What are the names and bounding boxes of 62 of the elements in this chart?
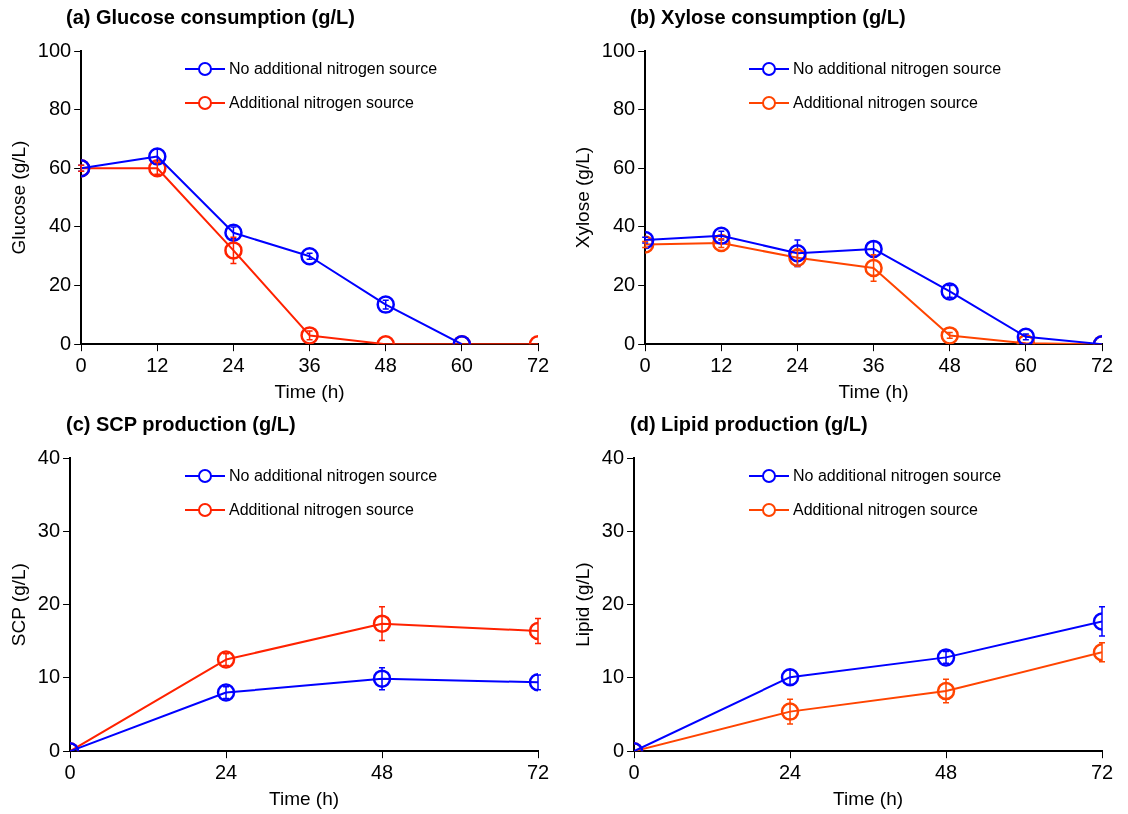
- y-tick-label: 20: [48, 273, 72, 296]
- x-tick-label: 48: [934, 760, 958, 783]
- y-tick-label: 20: [601, 592, 625, 615]
- legend-label: No additional nitrogen source: [229, 60, 438, 78]
- y-tick-label: 100: [37, 38, 72, 61]
- y-tick-label: 20: [37, 592, 61, 615]
- y-tick-label: 60: [612, 155, 636, 178]
- y-tick-label: 100: [601, 38, 636, 61]
- x-axis-title: Time (h): [833, 787, 904, 809]
- y-tick-label: 0: [612, 738, 625, 761]
- x-tick-label: 48: [374, 353, 397, 376]
- y-tick-label: 0: [48, 738, 61, 761]
- y-tick-label: 40: [612, 214, 636, 237]
- x-tick-label: 12: [146, 353, 169, 376]
- legend-label: No additional nitrogen source: [793, 60, 1002, 78]
- x-tick-label: 72: [1090, 353, 1114, 376]
- y-tick-label: 40: [48, 214, 72, 237]
- legend-label: Additional nitrogen source: [229, 501, 415, 519]
- legend-label: No additional nitrogen source: [793, 467, 1002, 485]
- y-tick-label: 30: [37, 518, 61, 541]
- x-tick-label: 24: [786, 353, 809, 376]
- x-tick-label: 0: [639, 353, 651, 376]
- legend-label: Additional nitrogen source: [229, 94, 415, 112]
- legend-label: Additional nitrogen source: [793, 501, 979, 519]
- x-tick-label: 36: [862, 353, 885, 376]
- chart-title: (a) Glucose consumption (g/L): [66, 6, 355, 29]
- x-tick-label: 24: [222, 353, 245, 376]
- x-tick-label: 0: [75, 353, 87, 376]
- x-axis-title: Time (h): [274, 380, 345, 402]
- y-tick-label: 0: [60, 331, 72, 354]
- chart-title: (b) Xylose consumption (g/L): [630, 6, 906, 29]
- y-axis-title: Xylose (g/L): [571, 146, 593, 249]
- y-tick-label: 80: [48, 97, 72, 120]
- x-tick-label: 12: [710, 353, 733, 376]
- y-tick-label: 0: [624, 331, 636, 354]
- x-axis-title: Time (h): [269, 787, 340, 809]
- x-tick-label: 60: [1014, 353, 1037, 376]
- x-tick-label: 48: [938, 353, 961, 376]
- y-tick-label: 10: [601, 665, 625, 688]
- y-tick-label: 30: [601, 518, 625, 541]
- chart-title: (d) Lipid production (g/L): [630, 413, 868, 436]
- x-tick-label: 72: [1090, 760, 1114, 783]
- y-tick-label: 20: [612, 273, 636, 296]
- x-tick-label: 60: [450, 353, 473, 376]
- y-tick-label: 40: [37, 445, 61, 468]
- y-tick-label: 40: [601, 445, 625, 468]
- x-tick-label: 72: [526, 353, 550, 376]
- y-tick-label: 60: [48, 155, 72, 178]
- legend-label: Additional nitrogen source: [793, 94, 979, 112]
- legend-label: No additional nitrogen source: [229, 467, 438, 485]
- x-tick-label: 24: [778, 760, 802, 783]
- x-tick-label: 48: [370, 760, 394, 783]
- y-axis-title: Lipid (g/L): [571, 562, 593, 647]
- y-tick-label: 10: [37, 665, 61, 688]
- x-tick-label: 24: [214, 760, 238, 783]
- y-axis-title: SCP (g/L): [7, 563, 29, 647]
- y-tick-label: 80: [612, 97, 636, 120]
- x-axis-title: Time (h): [838, 380, 909, 402]
- x-tick-label: 72: [526, 760, 550, 783]
- chart-title: (c) SCP production (g/L): [66, 413, 296, 436]
- y-axis-title: Glucose (g/L): [7, 140, 29, 255]
- x-tick-label: 36: [298, 353, 321, 376]
